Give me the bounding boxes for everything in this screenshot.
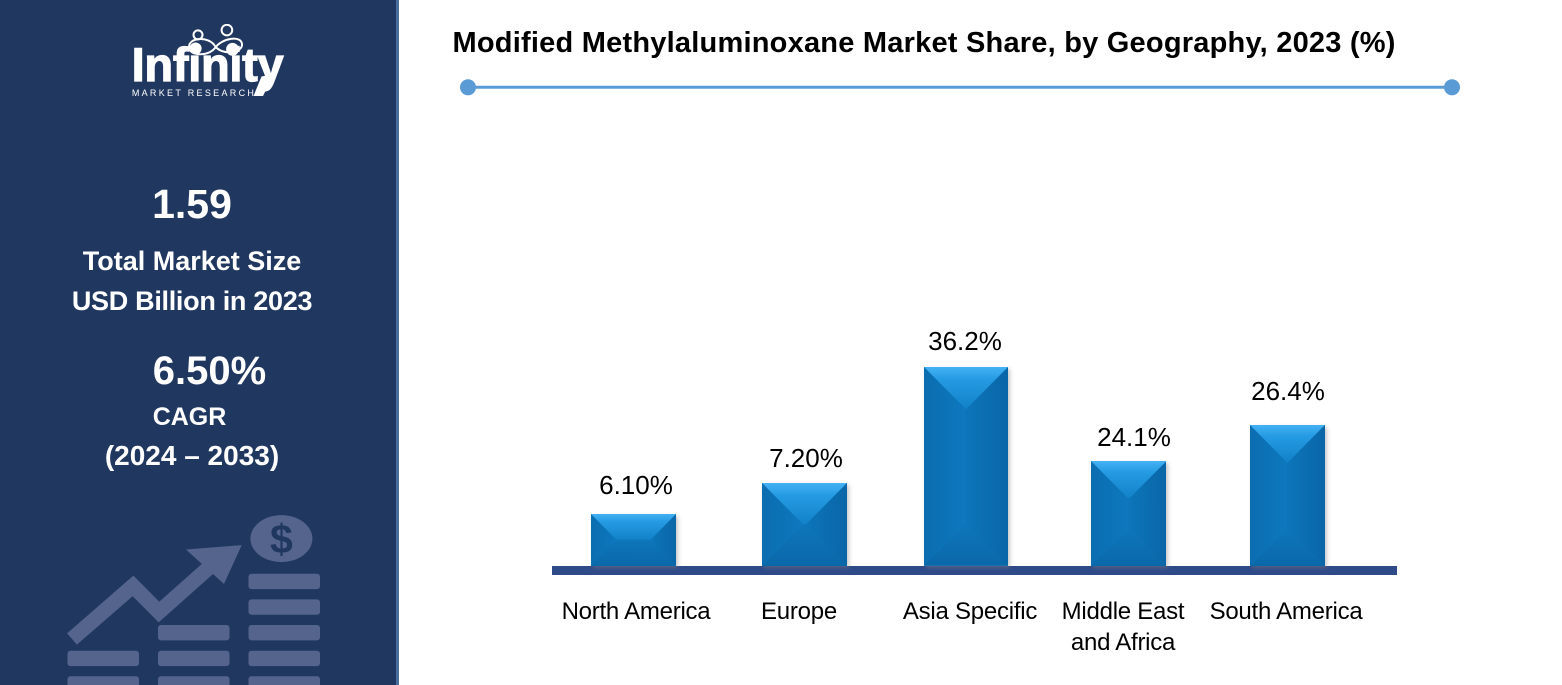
svg-text:$: $ [270, 516, 293, 562]
